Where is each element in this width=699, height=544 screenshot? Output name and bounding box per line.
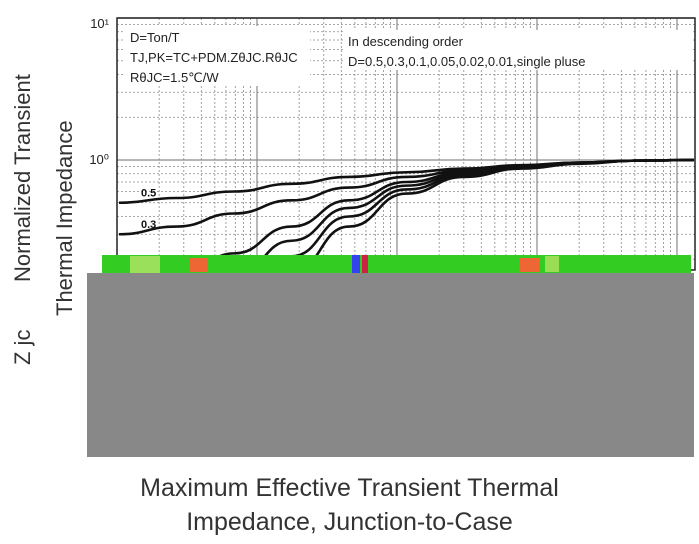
definitions-annotation: D=Ton/T TJ,PK=TC+PDM.ZθJC.RθJC RθJC=1.5℃… bbox=[124, 26, 310, 86]
series-label-05: 0.5 bbox=[141, 188, 156, 200]
y-axis-label-line-2: Thermal Impedance bbox=[52, 120, 77, 316]
order-annotation: In descending order D=0.5,0.3,0.1,0.05,0… bbox=[344, 30, 692, 70]
y-axis-label-line-3: Z jc bbox=[10, 329, 35, 365]
y-tick-label-1: 10⁰ bbox=[89, 152, 109, 167]
series-label-03: 0.3 bbox=[141, 219, 156, 231]
image-occlusion bbox=[87, 273, 694, 457]
image-artifact-band bbox=[102, 255, 691, 277]
x-axis-label-line-2: Impedance, Junction-to-Case bbox=[186, 508, 513, 536]
y-axis-label-line-1: Normalized Transient bbox=[10, 74, 35, 282]
x-axis-label-line-1: Maximum Effective Transient Thermal bbox=[140, 474, 559, 502]
annotation-duty-list: D=0.5,0.3,0.1,0.05,0.02,0.01,single plus… bbox=[348, 54, 585, 69]
annotation-rth: RθJC=1.5℃/W bbox=[130, 70, 219, 85]
annotation-junction-formula: TJ,PK=TC+PDM.ZθJC.RθJC bbox=[130, 50, 298, 65]
annotation-descending-order: In descending order bbox=[348, 34, 464, 49]
annotation-duty-definition: D=Ton/T bbox=[130, 30, 180, 45]
y-tick-label-top: 10¹ bbox=[90, 16, 109, 31]
